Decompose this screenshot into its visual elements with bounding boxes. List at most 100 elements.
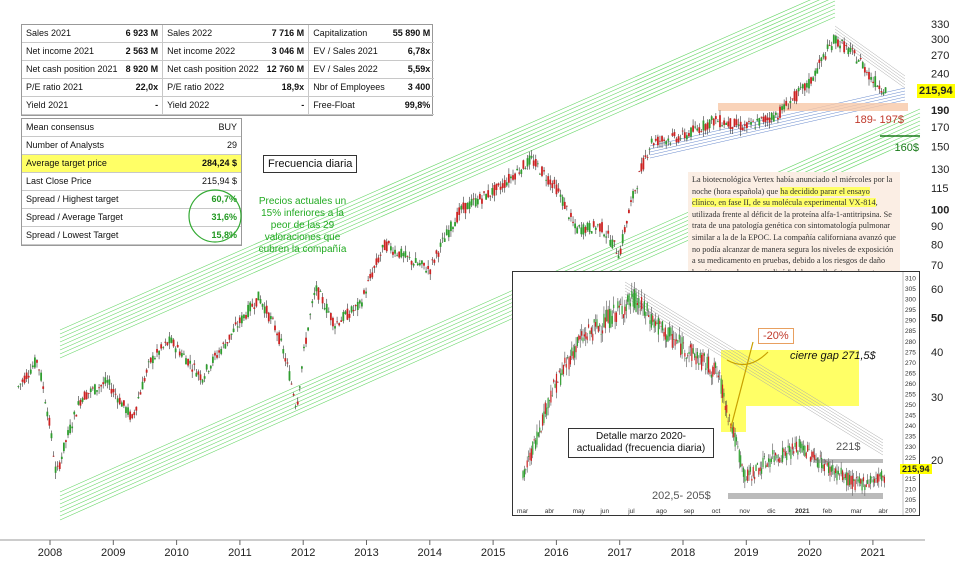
inset-candle-body [687,355,689,357]
inset-candle-body [594,322,597,327]
candle-body [29,369,32,374]
candle-body [94,384,96,395]
candle-body [286,362,289,364]
candle-body [642,157,645,170]
inset-candle-body [628,294,630,305]
inset-candle-body [741,464,743,466]
candle-body [483,191,485,193]
inset-candle-body [794,442,796,447]
inset-candle-body [738,450,740,463]
inset-candle-body [578,335,580,341]
inset-x-tick-label: abr [545,508,555,515]
candle-body [874,76,877,88]
inset-candle-body [582,337,584,342]
inset-candle-body [791,443,793,450]
inset-candle-body [869,475,872,484]
y-tick-label: 170 [931,122,949,134]
x-tick-label: 2013 [354,547,378,559]
inset-candle-body [871,476,873,478]
candle-body [170,337,173,343]
inset-y-tick-label: 295 [905,307,916,314]
inset-candle-body [536,431,538,445]
inset-candle-body [724,405,726,411]
inset-candle-body [874,478,876,483]
candle-body [272,317,274,319]
candle-body [396,254,399,256]
inset-y-tick-label: 305 [905,286,916,293]
candle-body [31,365,34,368]
candle-body [131,414,134,419]
inset-candle-body [767,458,770,462]
inset-x-tick-label: 2021 [795,508,810,515]
candle-body [437,252,440,257]
candle-body [507,173,510,183]
inset-candle-body [740,455,742,467]
candle-body [752,120,754,122]
candle-body [700,131,703,132]
x-tick-label: 2020 [797,547,821,559]
candle-body [868,71,870,80]
inset-candle-body [809,457,812,462]
inset-candle-body [787,445,789,448]
inset-candle-body [766,463,768,467]
candle-body [301,366,303,369]
fundamentals-panel: Sales 2021 6 923 M Sales 2022 7 716 M Capita… [21,24,435,116]
inset-candle-body [638,297,640,309]
candle-body [783,104,786,110]
candle-body [255,298,258,307]
candle-body [692,125,694,132]
inset-candle-body [645,311,647,317]
candle-body [433,259,436,263]
inset-candle-body [721,384,724,398]
inset-candle-body [804,445,806,456]
inset-candle-body [671,333,673,348]
candle-body [236,326,239,328]
inset-candle-body [620,304,622,306]
inset-candle-body [733,426,735,438]
candle-body [671,133,674,136]
candle-body [38,369,40,371]
candle-body [723,120,726,125]
candle-body [669,142,672,144]
y-tick-label: 100 [931,205,949,217]
inset-x-tick-label: dic [767,508,776,515]
candle-body [373,265,376,268]
candle-body [495,183,498,191]
candle-body [694,126,697,128]
candle-body [259,299,262,304]
inset-candle-body [848,474,851,486]
candle-body [623,227,626,233]
candle-body [174,348,177,353]
candle-body [756,118,759,121]
consensus-row: Spread / Average Target 31,6% [22,208,241,227]
candle-body [44,402,47,404]
candle-body [429,269,432,275]
fundamentals-label: Nbr of Employees [308,78,389,97]
inset-candle-body [593,319,595,323]
candle-body [195,372,198,377]
candle-body [36,360,38,363]
candle-body [212,356,214,363]
candle-body [557,188,560,192]
inset-y-tick-label: 270 [905,360,916,367]
inset-lines [726,341,883,499]
candle-body [607,230,610,234]
inset-candle-body [567,357,569,358]
candle-body [228,334,231,340]
candle-body [338,323,341,326]
candle-body [516,168,519,171]
inset-candle-body [709,370,711,375]
inset-candle-body [673,339,675,340]
inset-candle-body [586,336,588,341]
inset-candle-body [691,344,693,361]
candle-body [659,140,661,142]
candle-body [745,122,748,129]
candle-body [265,305,268,314]
candle-body [661,136,663,142]
candle-body [549,179,552,185]
inset-candle-body [688,351,690,355]
inset-x-tick-label: jun [599,508,609,515]
inset-candle-body [839,474,841,476]
candle-body [652,143,655,146]
x-tick-label: 2016 [544,547,568,559]
